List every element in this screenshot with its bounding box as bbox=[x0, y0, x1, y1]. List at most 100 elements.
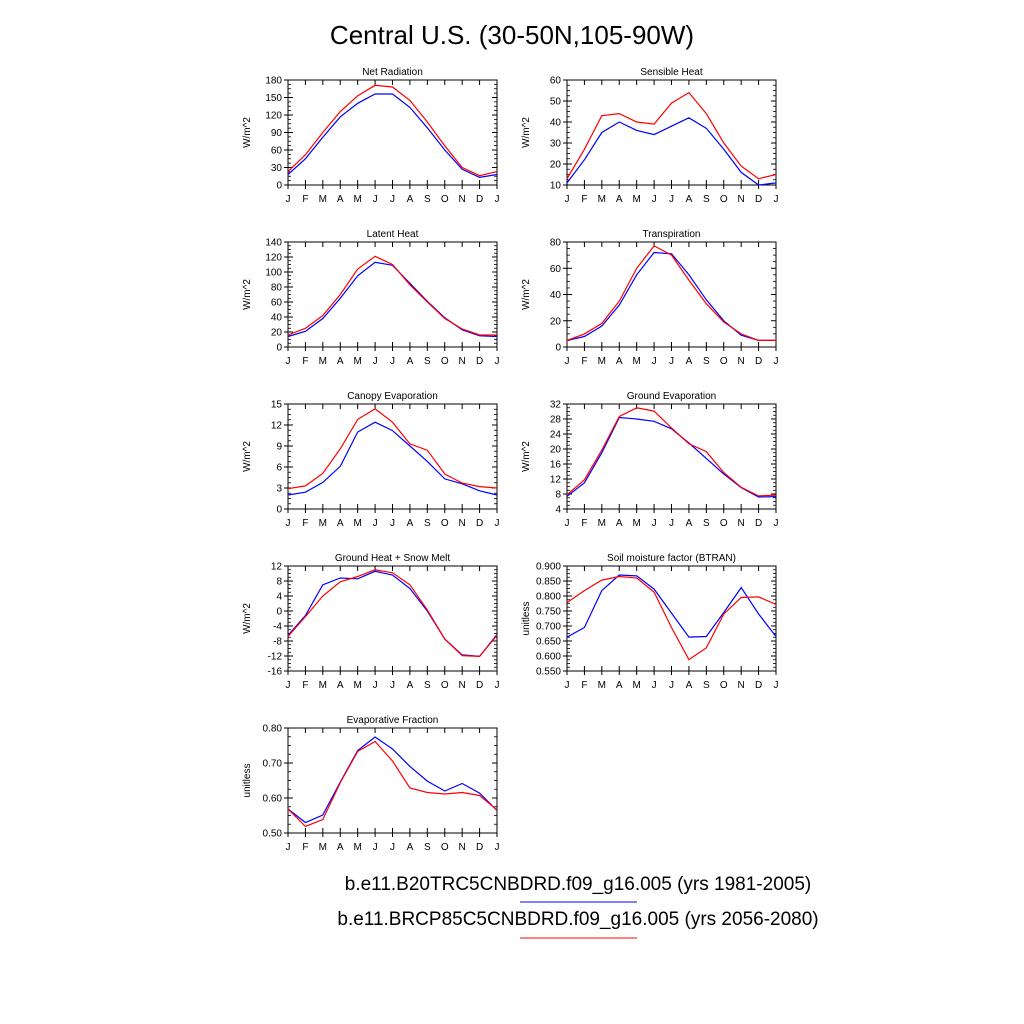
x-tick-label: A bbox=[407, 680, 414, 691]
x-tick-label: J bbox=[652, 680, 657, 691]
series-line-blue bbox=[566, 574, 777, 638]
y-tick-label: 0.800 bbox=[536, 592, 561, 603]
legend-label-red: b.e11.BRCP85C5CNBDRD.f09_g16.005 (yrs 20… bbox=[337, 909, 818, 930]
x-tick-label: J bbox=[565, 194, 570, 205]
x-tick-label: J bbox=[565, 356, 570, 367]
x-tick-label: A bbox=[686, 356, 693, 367]
y-tick-label: -4 bbox=[273, 622, 282, 633]
y-tick-label: 10 bbox=[550, 181, 562, 192]
x-tick-label: J bbox=[373, 842, 378, 853]
x-tick-label: J bbox=[390, 518, 395, 529]
x-tick-label: M bbox=[632, 680, 640, 691]
x-tick-label: N bbox=[738, 518, 745, 529]
panel-title: Ground Evaporation bbox=[627, 391, 717, 402]
x-tick-label: M bbox=[319, 194, 327, 205]
x-tick-label: J bbox=[495, 194, 500, 205]
y-tick-label: 60 bbox=[550, 264, 562, 275]
x-tick-label: S bbox=[703, 518, 710, 529]
x-tick-label: O bbox=[720, 356, 728, 367]
y-tick-label: 12 bbox=[271, 421, 283, 432]
panel-title: Ground Heat + Snow Melt bbox=[335, 553, 451, 564]
x-tick-label: J bbox=[390, 842, 395, 853]
series-line-red bbox=[566, 91, 777, 180]
x-tick-label: F bbox=[302, 356, 308, 367]
x-tick-label: J bbox=[495, 356, 500, 367]
x-tick-label: J bbox=[774, 680, 779, 691]
y-axis-label: W/m^2 bbox=[242, 441, 253, 472]
x-tick-label: N bbox=[459, 680, 466, 691]
y-tick-label: 40 bbox=[550, 118, 562, 129]
y-tick-label: 12 bbox=[271, 562, 283, 573]
y-tick-label: 0 bbox=[276, 505, 282, 516]
y-tick-label: 0 bbox=[276, 607, 282, 618]
x-tick-label: N bbox=[738, 194, 745, 205]
x-tick-label: A bbox=[686, 518, 693, 529]
series-line-blue bbox=[287, 261, 498, 338]
x-tick-label: M bbox=[598, 680, 606, 691]
x-tick-label: M bbox=[319, 518, 327, 529]
plot-frame bbox=[287, 727, 498, 834]
x-tick-label: J bbox=[774, 194, 779, 205]
y-tick-label: 0.750 bbox=[536, 607, 561, 618]
x-tick-label: M bbox=[319, 842, 327, 853]
x-tick-label: A bbox=[337, 842, 344, 853]
y-tick-label: 20 bbox=[550, 445, 562, 456]
panel-title: Transpiration bbox=[643, 229, 701, 240]
y-axis-label: W/m^2 bbox=[521, 117, 532, 148]
x-tick-label: S bbox=[424, 356, 431, 367]
x-tick-label: M bbox=[632, 356, 640, 367]
x-tick-label: S bbox=[703, 356, 710, 367]
x-tick-label: J bbox=[495, 842, 500, 853]
y-tick-label: 32 bbox=[550, 400, 562, 411]
x-tick-label: N bbox=[459, 356, 466, 367]
y-tick-label: 120 bbox=[265, 253, 282, 264]
x-tick-label: J bbox=[373, 680, 378, 691]
y-tick-label: 9 bbox=[276, 442, 282, 453]
x-tick-label: F bbox=[581, 356, 587, 367]
y-tick-label: 40 bbox=[271, 313, 283, 324]
x-tick-label: D bbox=[476, 194, 483, 205]
panel-title: Latent Heat bbox=[367, 229, 419, 240]
y-tick-label: 0.50 bbox=[263, 829, 283, 840]
y-tick-label: 30 bbox=[550, 139, 562, 150]
y-tick-label: 0 bbox=[276, 343, 282, 354]
x-tick-label: M bbox=[353, 356, 361, 367]
x-tick-label: O bbox=[720, 518, 728, 529]
y-axis-label: W/m^2 bbox=[242, 117, 253, 148]
x-tick-label: O bbox=[441, 680, 449, 691]
x-tick-label: J bbox=[669, 356, 674, 367]
y-tick-label: 0.850 bbox=[536, 577, 561, 588]
y-tick-label: 8 bbox=[276, 577, 282, 588]
x-tick-label: J bbox=[652, 356, 657, 367]
y-tick-label: 8 bbox=[555, 490, 561, 501]
x-tick-label: F bbox=[581, 518, 587, 529]
x-tick-label: D bbox=[476, 680, 483, 691]
x-tick-label: J bbox=[286, 194, 291, 205]
y-tick-label: 30 bbox=[271, 163, 283, 174]
x-tick-label: J bbox=[774, 356, 779, 367]
y-tick-label: 0.60 bbox=[263, 794, 283, 805]
x-tick-label: M bbox=[632, 518, 640, 529]
x-tick-label: D bbox=[755, 518, 762, 529]
x-tick-label: M bbox=[319, 680, 327, 691]
x-tick-label: J bbox=[669, 194, 674, 205]
y-tick-label: 100 bbox=[265, 268, 282, 279]
series-line-red bbox=[566, 245, 776, 341]
y-tick-label: 20 bbox=[271, 328, 283, 339]
x-tick-label: N bbox=[738, 356, 745, 367]
panel-title: Net Radiation bbox=[362, 67, 423, 78]
y-axis-label: unitless bbox=[521, 602, 532, 636]
x-tick-label: M bbox=[598, 356, 606, 367]
y-tick-label: 0.80 bbox=[263, 724, 283, 735]
x-tick-label: O bbox=[441, 842, 449, 853]
plot-frame bbox=[287, 403, 498, 510]
y-tick-label: 6 bbox=[276, 463, 282, 474]
panel-8: Soil moisture factor (BTRAN)J F M A M J J A S O N D… bbox=[521, 553, 779, 691]
y-axis-label: W/m^2 bbox=[521, 279, 532, 310]
y-tick-label: 60 bbox=[271, 298, 283, 309]
y-tick-label: 40 bbox=[550, 290, 562, 301]
